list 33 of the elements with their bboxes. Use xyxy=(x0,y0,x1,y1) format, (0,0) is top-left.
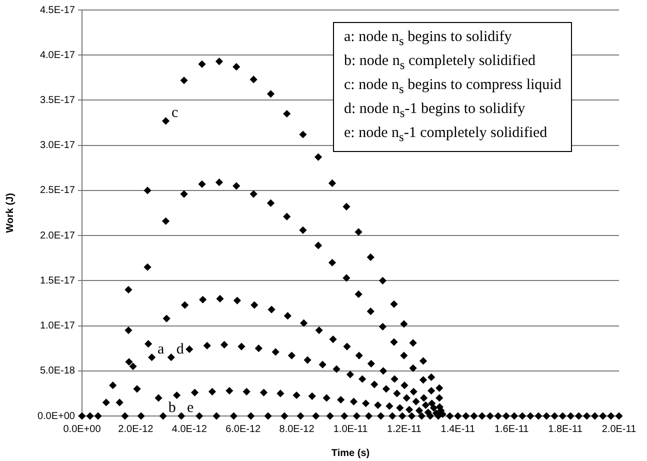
y-tick-label: 1.0E-17 xyxy=(40,320,76,332)
annotation: c xyxy=(171,104,178,121)
y-tick-label: 5.0E-18 xyxy=(40,366,76,377)
x-tick-label: 1.8E-11 xyxy=(548,424,583,435)
x-tick-label: 0.0E+00 xyxy=(63,424,102,435)
x-tick-label: 1.6E-11 xyxy=(494,424,530,435)
annotation: a xyxy=(157,341,164,358)
y-tick-label: 0.0E+00 xyxy=(37,410,76,422)
annotation: b: node n$_{s}$ completely solidified xyxy=(344,52,537,74)
annotation: d: node n$_{s}$-1 begins to solidify xyxy=(344,100,526,122)
y-tick-label: 3.0E-17 xyxy=(40,140,76,152)
y-tick-label: 2.5E-17 xyxy=(40,185,76,196)
x-tick-label: 2.0E-11 xyxy=(602,424,637,435)
y-axis-title: Work (J) xyxy=(4,193,16,233)
y-tick-label: 3.5E-17 xyxy=(40,94,76,106)
x-tick-label: 6.0E-12 xyxy=(226,424,262,435)
y-tick-label: 2.0E-17 xyxy=(40,230,76,242)
x-tick-label: 1.2E-11 xyxy=(387,424,422,435)
x-tick-label: 4.0E-12 xyxy=(172,424,208,435)
x-tick-label: 1.4E-11 xyxy=(440,424,476,435)
annotation: e: node n$_{s}$-1 completely solidified xyxy=(344,124,548,146)
x-axis-title: Time (s) xyxy=(331,448,370,459)
x-tick-label: 8.0E-12 xyxy=(279,424,315,435)
y-tick-label: 4.5E-17 xyxy=(40,4,76,16)
annotation: c: node n$_{s}$ begins to compress liquid xyxy=(344,76,562,98)
x-tick-label: 1.0E-11 xyxy=(333,424,368,435)
annotation: d xyxy=(176,341,184,358)
annotation: b xyxy=(168,400,176,416)
x-tick-label: 2.0E-12 xyxy=(118,424,154,435)
y-tick-label: 1.5E-17 xyxy=(40,275,76,286)
y-tick-label: 4.0E-17 xyxy=(40,50,76,61)
annotation: e xyxy=(187,400,194,416)
annotation: a: node n$_{s}$ begins to solidify xyxy=(344,28,513,50)
